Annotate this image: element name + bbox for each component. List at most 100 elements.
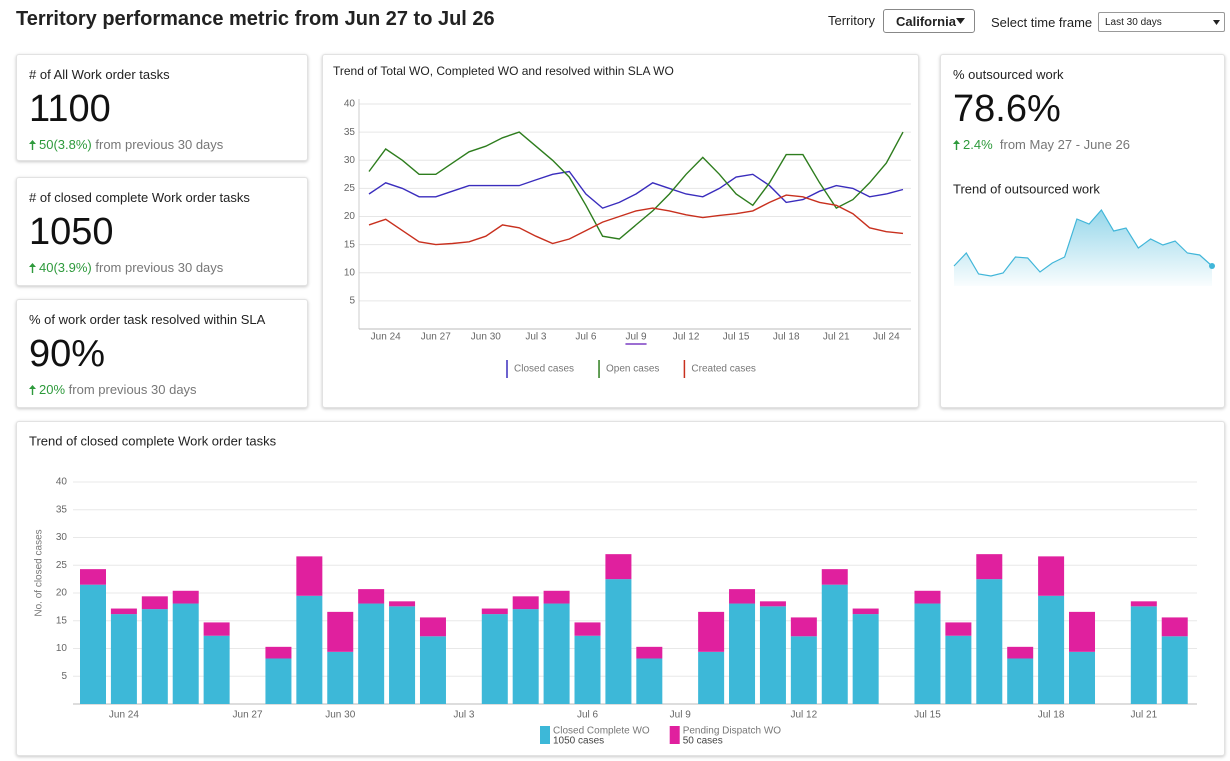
y-tick-label: 10 bbox=[56, 643, 68, 654]
bar-segment bbox=[636, 646, 663, 659]
page-title: Territory performance metric from Jun 27… bbox=[16, 8, 495, 30]
bar-segment bbox=[543, 590, 570, 604]
timeframe-value: Last 30 days bbox=[1105, 17, 1162, 28]
territory-dropdown[interactable]: California bbox=[883, 9, 975, 33]
bar-segment bbox=[759, 601, 786, 607]
bar-segment bbox=[574, 635, 601, 704]
bar-segment bbox=[790, 636, 817, 704]
x-tick-label: Jul 21 bbox=[823, 332, 850, 343]
area-fill bbox=[954, 210, 1212, 286]
bar-segment bbox=[1130, 601, 1157, 607]
x-tick-label: Jun 24 bbox=[109, 710, 139, 721]
bar-segment bbox=[296, 595, 323, 704]
bar-segment bbox=[1038, 595, 1065, 704]
x-tick-label: Jul 12 bbox=[673, 332, 700, 343]
timeframe-label: Select time frame bbox=[991, 15, 1093, 30]
x-tick-label: Jul 18 bbox=[1038, 710, 1065, 721]
bar-segment bbox=[419, 636, 446, 704]
bar-segment bbox=[481, 608, 508, 615]
line-chart: Trend of Total WO, Completed WO and reso… bbox=[333, 64, 911, 378]
x-tick-label: Jun 30 bbox=[325, 710, 355, 721]
bar-segment bbox=[821, 584, 848, 704]
x-tick-label: Jun 27 bbox=[421, 332, 451, 343]
kpi-title: # of All Work order tasks bbox=[29, 67, 170, 82]
kpi-note: from previous 30 days bbox=[95, 260, 224, 275]
bar-segment bbox=[1130, 606, 1157, 704]
bar-chart-card: Trend of closed complete Work order task… bbox=[16, 421, 1225, 756]
x-tick-label: Jul 21 bbox=[1130, 710, 1157, 721]
bar-segment bbox=[976, 579, 1003, 704]
bar-segment bbox=[265, 646, 292, 659]
bar-segment bbox=[512, 596, 539, 610]
x-tick-label: Jul 12 bbox=[791, 710, 818, 721]
bar-segment bbox=[481, 614, 508, 704]
bar-segment bbox=[80, 584, 106, 704]
kpi-change: 20% from previous 30 days bbox=[29, 382, 197, 397]
bar-segment bbox=[852, 614, 879, 704]
bar-segment bbox=[1007, 646, 1034, 659]
y-tick-label: 10 bbox=[344, 267, 356, 278]
x-tick-label: Jul 15 bbox=[723, 332, 750, 343]
select-caret bbox=[1213, 20, 1220, 25]
bar-segment bbox=[1069, 611, 1096, 652]
kpi-title: # of closed complete Work order tasks bbox=[29, 190, 250, 205]
bar-segment bbox=[1161, 636, 1188, 704]
x-tick-label: Jul 18 bbox=[773, 332, 800, 343]
x-tick-label: Jun 27 bbox=[233, 710, 263, 721]
bar-segment bbox=[512, 609, 539, 704]
bar-segment bbox=[419, 617, 446, 637]
bar-segment bbox=[203, 635, 230, 704]
bar-segment bbox=[976, 554, 1003, 580]
timeframe-select[interactable]: Last 30 days bbox=[1098, 12, 1225, 32]
series-line bbox=[368, 170, 904, 209]
up-arrow bbox=[29, 385, 36, 395]
bar-chart: Trend of closed complete Work order task… bbox=[29, 433, 1197, 747]
bar-segment bbox=[698, 611, 725, 652]
legend-label: Closed cases bbox=[514, 364, 574, 375]
kpi-note: from May 27 - June 26 bbox=[999, 137, 1130, 152]
bar-segment bbox=[945, 622, 972, 636]
chart-title: Trend of outsourced work bbox=[953, 181, 1100, 196]
bar-segment bbox=[914, 603, 941, 704]
y-tick-label: 25 bbox=[344, 183, 356, 194]
y-tick-label: 20 bbox=[344, 211, 356, 222]
legend-label: Created cases bbox=[691, 364, 755, 375]
bar-segment bbox=[141, 609, 168, 704]
legend-label: Pending Dispatch WO bbox=[683, 726, 782, 737]
bar-segment bbox=[759, 606, 786, 704]
series-line bbox=[368, 194, 904, 246]
bar-segment bbox=[296, 556, 323, 596]
territory-label: Territory bbox=[828, 13, 875, 28]
x-tick-label: Jul 24 bbox=[873, 332, 900, 343]
legend-swatch bbox=[669, 726, 680, 744]
bar-segment bbox=[543, 603, 570, 704]
bar-segment bbox=[389, 606, 416, 704]
legend-label: Closed Complete WO bbox=[553, 726, 650, 737]
x-tick-label: Jul 6 bbox=[575, 332, 597, 343]
kpi-title: % outsourced work bbox=[953, 67, 1064, 82]
bar-segment bbox=[203, 622, 230, 636]
bar-segment bbox=[821, 569, 848, 585]
bar-segment bbox=[574, 622, 601, 636]
bar-segment bbox=[1069, 651, 1096, 704]
bar-segment bbox=[172, 590, 199, 604]
kpi-delta: 50 bbox=[39, 137, 54, 152]
series-line bbox=[368, 131, 904, 240]
y-tick-label: 40 bbox=[56, 477, 68, 488]
bar-segment bbox=[790, 617, 817, 637]
legend-total: 1050 cases bbox=[553, 736, 604, 747]
bar-segment bbox=[389, 601, 416, 607]
kpi-card: % of work order task resolved within SLA… bbox=[16, 299, 308, 408]
x-tick-label: Jun 24 bbox=[371, 332, 401, 343]
territory-value: California bbox=[896, 14, 956, 29]
y-tick-label: 20 bbox=[56, 588, 68, 599]
y-axis-label: No. of closed cases bbox=[34, 529, 45, 616]
bar-segment bbox=[80, 569, 106, 585]
kpi-value: 1100 bbox=[29, 88, 111, 130]
x-tick-label: Jul 9 bbox=[670, 710, 692, 721]
kpi-card: # of All Work order tasks 1100 50(3.8%) … bbox=[16, 54, 308, 161]
kpi-delta-pct: (3.8%) bbox=[53, 137, 92, 152]
bar-segment bbox=[605, 579, 632, 704]
y-tick-label: 15 bbox=[56, 615, 68, 626]
